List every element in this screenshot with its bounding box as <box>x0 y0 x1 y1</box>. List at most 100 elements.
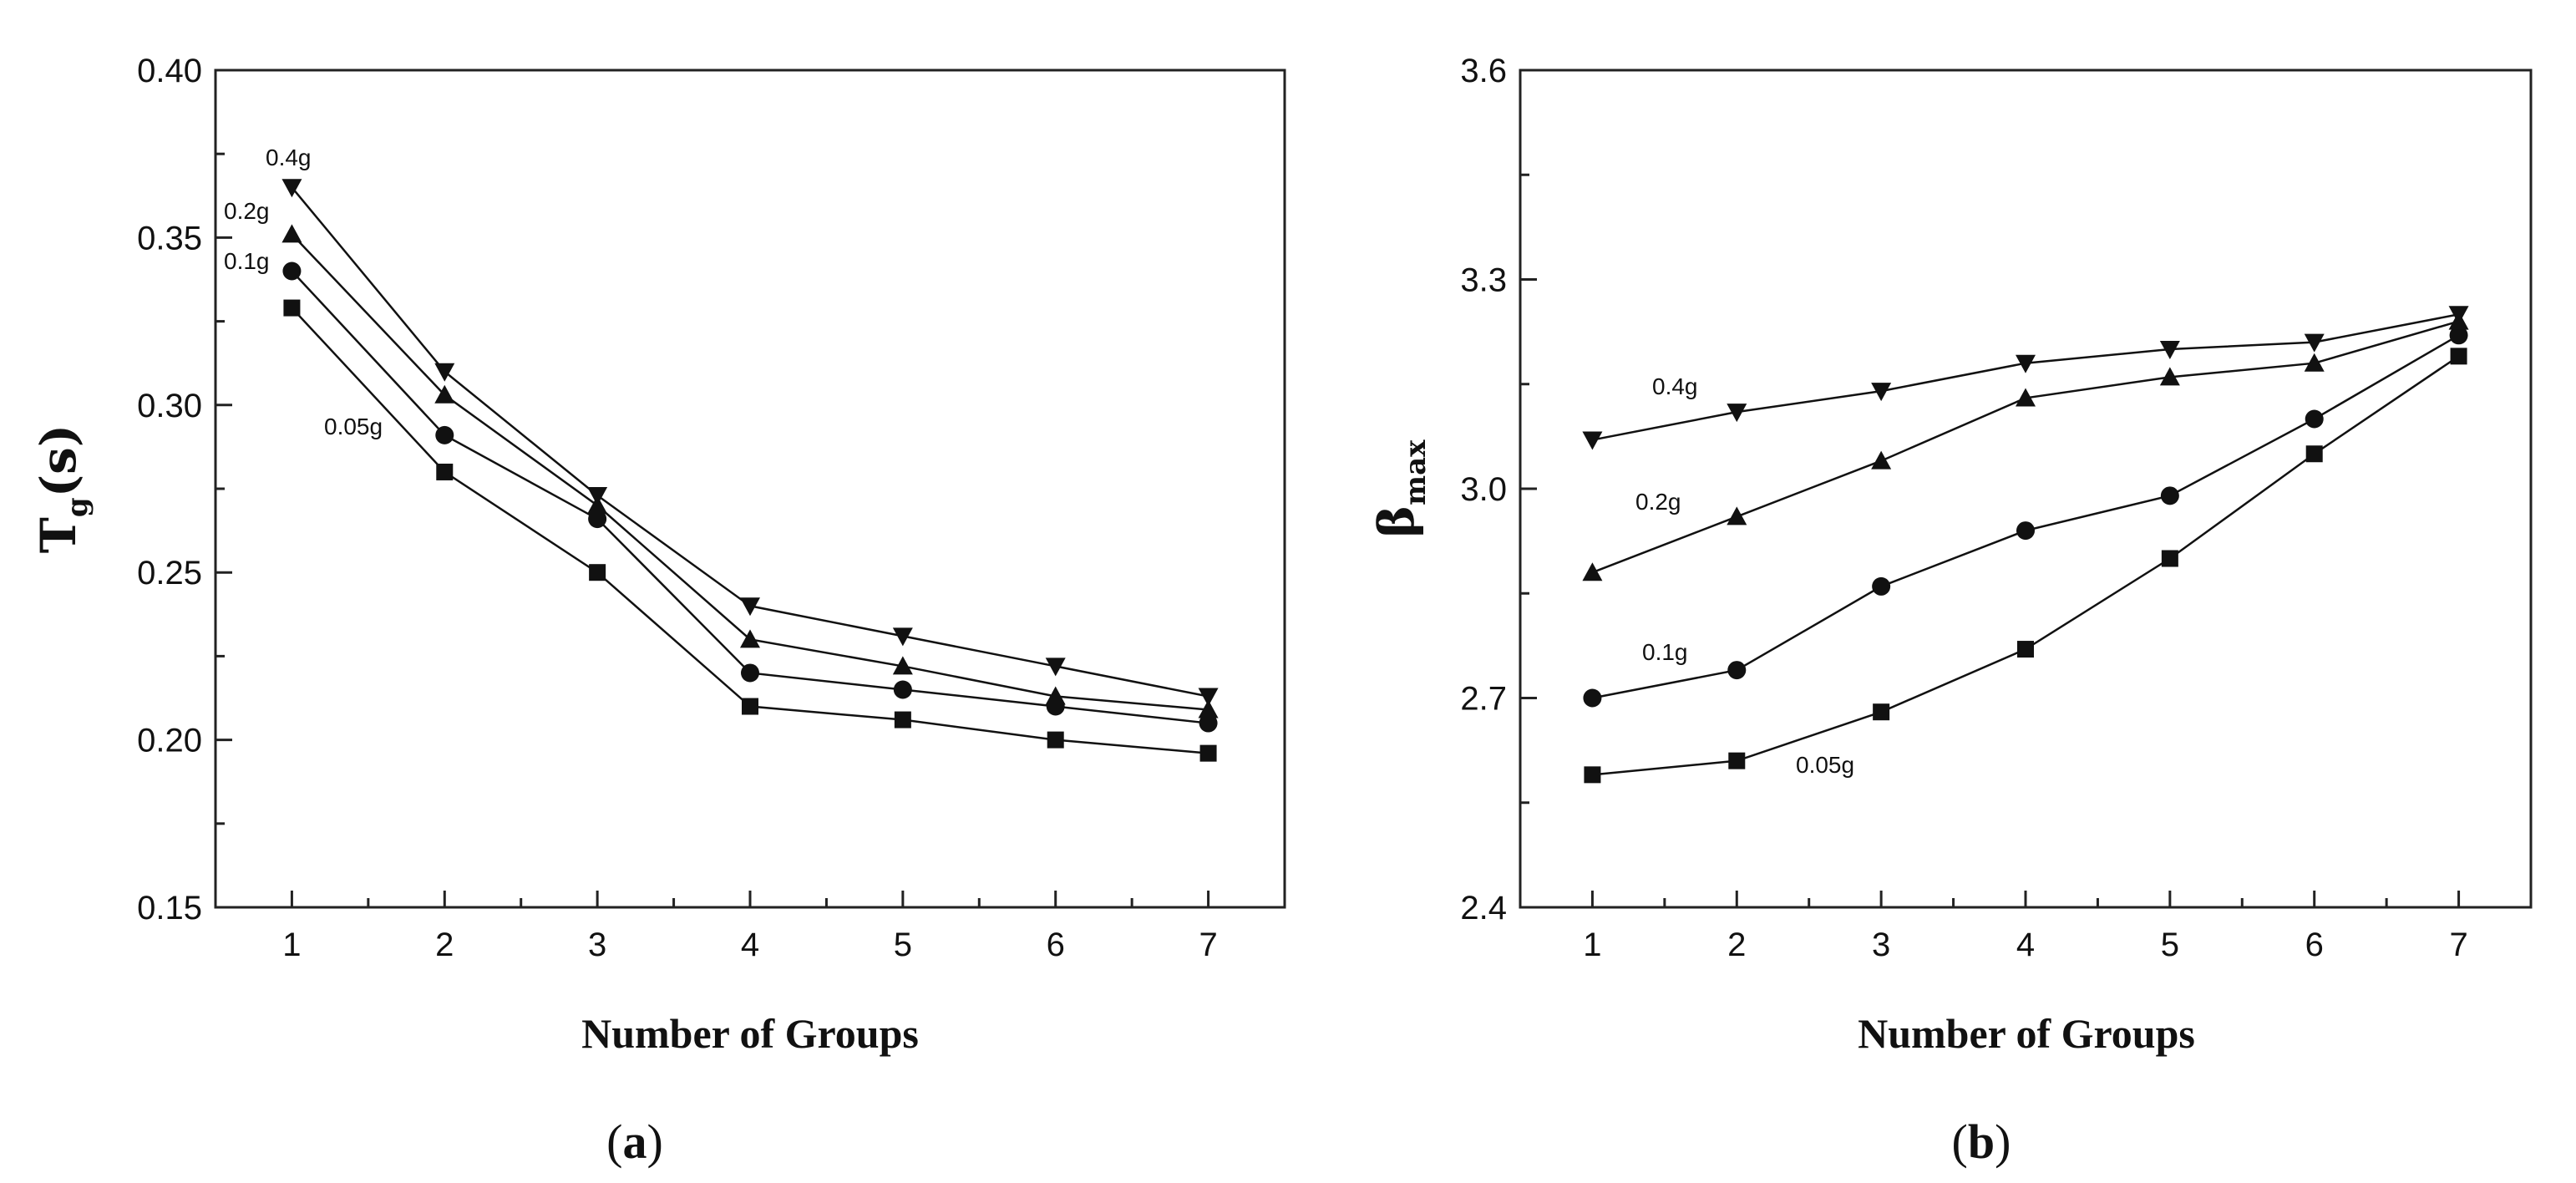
data-point-0.1g <box>435 425 454 444</box>
data-point-0.2g <box>1582 562 1603 581</box>
chart-panel-a: 0.15 0.20 0.25 0.30 0.35 0.40 1 2 3 4 5 6 7 Number of… <box>30 53 1286 1169</box>
data-point-0.1g <box>2305 409 2324 429</box>
data-point-0.4g <box>1198 688 1219 707</box>
y-tick-label: 2.4 <box>1460 890 1507 927</box>
y-axis-title-subscript: max <box>1399 439 1433 505</box>
data-point-0.2g <box>740 629 760 648</box>
data-point-0.4g <box>740 597 760 617</box>
series-0.2g: 0.2g <box>224 198 1219 718</box>
data-point-0.2g <box>281 224 302 243</box>
x-tick-label: 6 <box>1047 927 1065 963</box>
series-label-0.05g: 0.05g <box>324 414 383 439</box>
data-point-0.1g <box>2160 486 2179 505</box>
data-point-0.4g <box>2159 341 2180 359</box>
data-point-0.1g <box>282 261 302 281</box>
data-point-0.2g <box>2159 367 2180 386</box>
y-tick-label: 0.15 <box>137 890 202 927</box>
data-point-0.05g <box>436 463 454 480</box>
data-point-0.05g <box>589 564 606 581</box>
data-point-0.05g <box>2161 550 2178 567</box>
data-point-0.05g <box>1047 731 1064 749</box>
series-label-0.1g: 0.1g <box>1642 639 1688 665</box>
data-point-0.4g <box>2304 333 2325 353</box>
data-point-0.05g <box>283 299 301 317</box>
plot-area-frame <box>214 69 1286 909</box>
x-tick-label: 5 <box>2161 927 2179 963</box>
y-axis-title-suffix: (s) <box>30 424 87 498</box>
panel-label-letter: b <box>1968 1114 1995 1169</box>
x-tick-label: 3 <box>588 927 606 963</box>
x-axis-title: Number of Groups <box>1858 1010 2195 1057</box>
series-label-0.05g: 0.05g <box>1796 752 1854 778</box>
data-point-0.2g <box>1727 506 1747 525</box>
data-point-0.4g <box>1045 658 1066 677</box>
y-tick-label: 0.30 <box>137 388 202 424</box>
data-point-0.1g <box>741 663 759 683</box>
series-0.1g: 0.1g <box>1583 326 2468 708</box>
data-point-0.2g <box>434 384 455 404</box>
plot-area-frame <box>1519 69 2533 909</box>
y-tick-label: 3.3 <box>1460 262 1507 299</box>
x-tick-label: 2 <box>435 927 454 963</box>
y-axis-title-main: β <box>1368 505 1425 538</box>
data-point-0.05g <box>1584 766 1601 784</box>
data-point-0.4g <box>1727 404 1747 423</box>
data-point-0.05g <box>1728 752 1746 769</box>
x-tick-label: 3 <box>1872 927 1890 963</box>
data-point-0.2g <box>1198 699 1219 718</box>
x-tick-label: 4 <box>2016 927 2035 963</box>
data-point-0.1g <box>1583 688 1602 708</box>
data-point-0.1g <box>1872 576 1891 596</box>
y-axis-title: βmax <box>1368 439 1433 538</box>
y-tick-label: 0.25 <box>137 555 202 592</box>
x-axis-title: Number of Groups <box>581 1010 919 1057</box>
y-tick-label: 3.0 <box>1460 471 1507 508</box>
panel-label-open-paren: ( <box>1952 1114 1968 1169</box>
chart-panel-b: 2.4 2.7 3.0 3.3 3.6 1 2 3 4 5 6 7 Number of Groups βm… <box>1368 53 2533 1169</box>
panel-label-a: (a) <box>606 1114 663 1169</box>
data-point-0.4g <box>2016 354 2036 373</box>
series-0.4g: 0.4g <box>1582 306 2469 450</box>
x-tick-label: 1 <box>282 927 301 963</box>
series-0.4g: 0.4g <box>266 145 1219 707</box>
data-point-0.4g <box>434 363 455 382</box>
series-label-0.4g: 0.4g <box>266 145 312 170</box>
series-label-0.2g: 0.2g <box>1635 489 1681 515</box>
data-point-0.4g <box>1871 383 1892 402</box>
x-tick-label: 2 <box>1727 927 1746 963</box>
data-point-0.2g <box>1045 686 1066 705</box>
data-point-0.05g <box>1873 703 1890 721</box>
y-axis-title-subscript: g <box>61 497 94 517</box>
y-tick-label: 3.6 <box>1460 53 1507 89</box>
y-axis-title-main: T <box>30 517 87 553</box>
data-point-0.1g <box>1199 713 1218 733</box>
panel-label-letter: a <box>623 1114 647 1169</box>
x-tick-label: 1 <box>1583 927 1601 963</box>
data-point-0.4g <box>281 179 302 198</box>
data-point-0.2g <box>2304 353 2325 372</box>
series-0.05g: 0.05g <box>283 299 1217 762</box>
x-tick-label: 7 <box>2449 927 2467 963</box>
y-tick-label: 0.35 <box>137 220 202 256</box>
data-point-0.05g <box>894 711 911 729</box>
series-0.05g: 0.05g <box>1584 348 2467 784</box>
data-point-0.2g <box>1871 450 1892 470</box>
data-point-0.1g <box>588 510 607 529</box>
data-point-0.4g <box>1582 431 1603 450</box>
y-axis-title: Tg(s) <box>30 424 94 554</box>
series-label-0.1g: 0.1g <box>224 248 270 274</box>
data-point-0.05g <box>2305 445 2323 463</box>
series-label-0.2g: 0.2g <box>224 198 270 224</box>
data-point-0.1g <box>893 680 912 699</box>
x-tick-label: 5 <box>894 927 912 963</box>
y-tick-label: 2.7 <box>1460 681 1507 718</box>
x-tick-label: 7 <box>1199 927 1217 963</box>
series-label-0.4g: 0.4g <box>1652 373 1698 399</box>
panel-label-open-paren: ( <box>606 1114 622 1169</box>
panel-label-close-paren: ) <box>1995 1114 2011 1169</box>
data-point-0.05g <box>2450 348 2467 365</box>
data-point-0.05g <box>2017 641 2034 658</box>
panel-label-close-paren: ) <box>647 1114 663 1169</box>
data-point-0.4g <box>892 627 913 647</box>
